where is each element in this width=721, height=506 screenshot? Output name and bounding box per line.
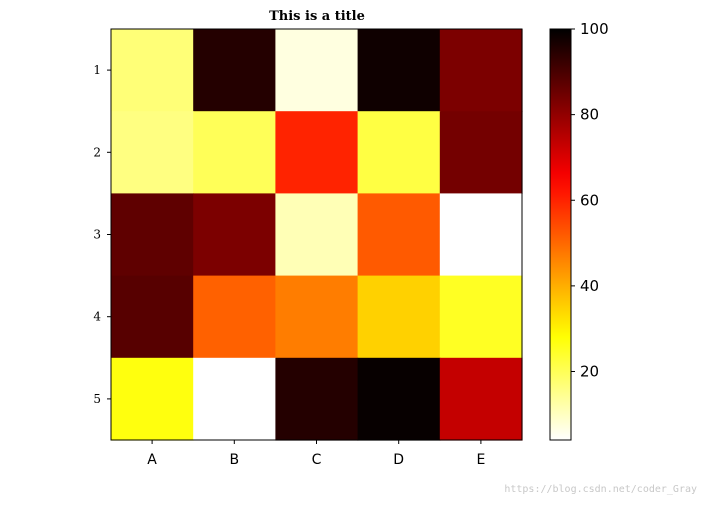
colorbar-tick-label: 20 [580,363,599,381]
heatmap-cell [193,29,276,112]
heatmap-cell [193,193,276,277]
heatmap-cell [439,193,523,277]
colorbar-axis: 20 40 60 80 100 [571,20,609,381]
heatmap-cell [357,193,441,277]
y-tick-label: 4 [93,310,101,324]
heatmap-cell [275,275,359,359]
heatmap-cell [439,357,523,441]
x-tick-label: B [229,452,239,468]
heatmap-cell [193,275,276,359]
colorbar-tick-label: 100 [580,20,609,38]
colorbar-tick-label: 60 [580,191,599,209]
heatmap-cell [275,357,359,441]
heatmap-cell [275,111,359,194]
colorbar [549,28,572,441]
heatmap-cell [357,357,441,441]
y-axis: 1 2 3 4 5 [93,63,111,406]
heatmap-cell [111,193,194,277]
colorbar-tick-label: 80 [580,106,599,124]
heatmap-cell [111,357,194,441]
heatmap-cell [275,29,359,112]
x-tick-label: D [393,452,404,468]
heatmap-cell [193,111,276,194]
heatmap-cell [357,275,441,359]
heatmap-cell [439,275,523,359]
heatmap-cell [111,111,194,194]
heatmap-cell [275,193,359,277]
heatmap-cell [439,29,523,112]
y-tick-label: 2 [93,145,101,159]
y-tick-label: 3 [93,228,101,242]
x-axis: A B C D E [147,440,485,468]
heatmap-cell [357,111,441,194]
heatmap-cell [111,275,194,359]
heatmap-cell [193,357,276,441]
x-tick-label: C [312,452,322,468]
colorbar-tick-label: 40 [580,277,599,295]
heatmap-cell [111,29,194,112]
watermark-text: https://blog.csdn.net/coder_Gray [504,484,697,495]
y-tick-label: 5 [93,392,101,406]
x-tick-label: E [476,452,485,468]
heatmap-cells [111,29,523,441]
x-tick-label: A [147,452,157,468]
heatmap-cell [357,29,441,112]
heatmap-cell [439,111,523,194]
y-tick-label: 1 [93,63,101,77]
chart-title: This is a title [269,9,365,24]
